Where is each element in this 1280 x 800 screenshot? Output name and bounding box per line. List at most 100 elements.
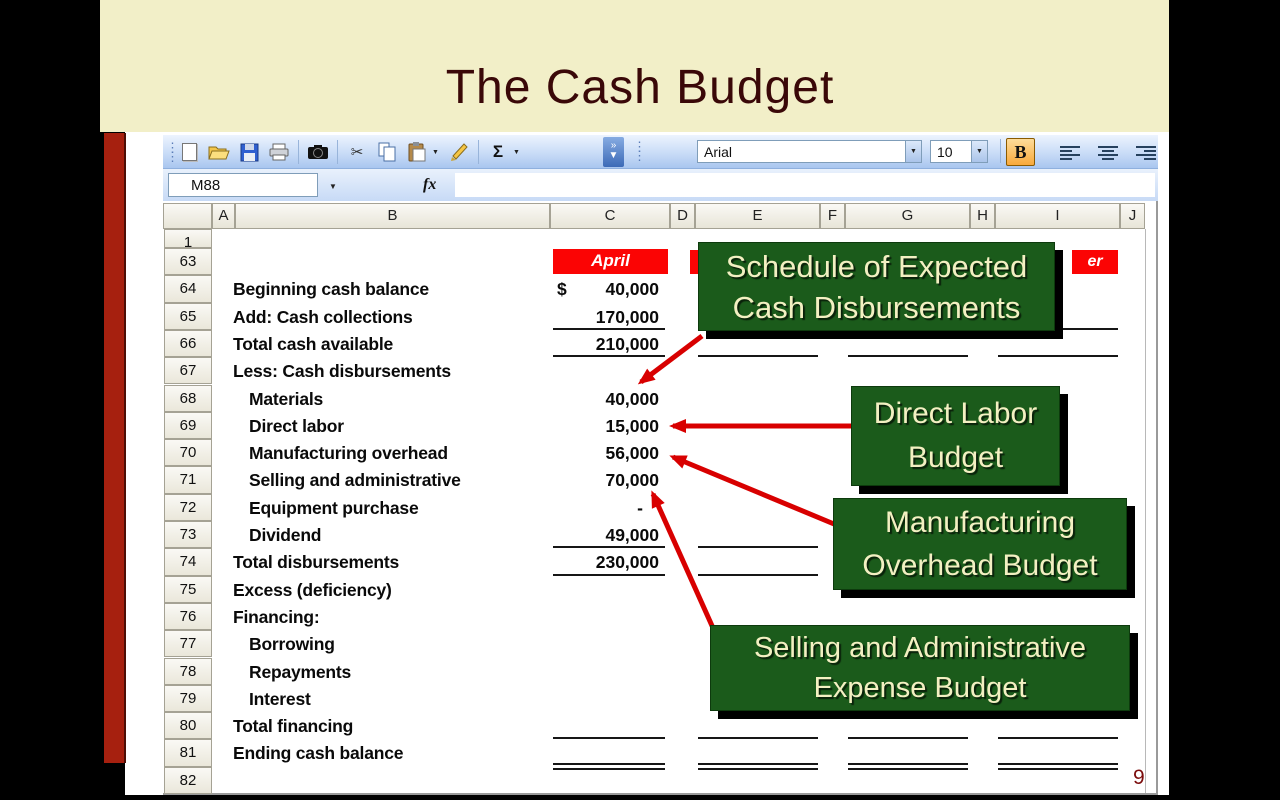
font-dropdown-icon[interactable]: ▼ [905,141,921,162]
cell-underline [998,737,1118,740]
callout-manufacturing-overhead-budget: Manufacturing Overhead Budget [833,498,1127,590]
size-dropdown-icon[interactable]: ▼ [971,141,987,162]
callout-schedule-of-expected-cash-disbursements: Schedule of Expected Cash Disbursements [698,242,1055,331]
row-header-65[interactable]: 65 [164,302,212,330]
name-box-dropdown-icon[interactable]: ▼ [329,182,337,191]
slide-page-number: 9 [1133,766,1145,789]
align-right-icon [1136,145,1156,160]
column-header-G[interactable]: G [845,203,970,229]
cell-underline [698,737,818,740]
row-header-63[interactable]: 63 [164,248,212,276]
align-left-icon [1060,145,1080,160]
align-center-icon [1098,145,1118,160]
column-header-I[interactable]: I [995,203,1120,229]
row-header-76[interactable]: 76 [164,602,212,631]
cell-underline [698,546,818,549]
cell-underline [553,327,665,330]
row-header-80[interactable]: 80 [164,712,212,740]
cell-label-67: Less: Cash disbursements [233,361,451,382]
callout-text: Budget [907,441,1004,474]
cell-value-66: 210,000 [595,333,659,354]
callout-text: Selling and Administrative [753,632,1087,664]
cell-underline [698,573,818,576]
toolbar-options-button[interactable]: » ▼ [603,137,624,167]
row-header-73[interactable]: 73 [164,521,212,549]
page-title: The Cash Budget [445,61,835,114]
cell-underline [848,762,968,765]
callout-text: Manufacturing [884,506,1076,539]
row-header-1[interactable]: 1 [164,229,212,248]
cell-value-74: 230,000 [595,552,659,573]
row-header-68[interactable]: 68 [164,384,212,412]
row-header-81[interactable]: 81 [164,739,212,767]
row-header-67[interactable]: 67 [164,357,212,385]
camera-icon[interactable] [305,140,331,164]
font-name-combo[interactable]: Arial ▼ [697,140,922,163]
formula-input[interactable] [455,173,1155,197]
column-header-D[interactable]: D [670,203,695,229]
callout-selling-admin-expense-budget: Selling and Administrative Expense Budge… [710,625,1130,711]
align-center-button[interactable] [1091,140,1125,165]
insert-function-icon[interactable]: fx [423,176,437,193]
autosum-icon[interactable]: Σ [492,142,504,161]
font-size-combo[interactable]: 10 ▼ [930,140,988,163]
row-header-66[interactable]: 66 [164,329,212,358]
align-left-button[interactable] [1053,140,1087,165]
cell-label-64: Beginning cash balance [233,279,429,300]
copy-icon[interactable] [374,140,400,164]
cell-value-71: 70,000 [605,470,659,491]
save-icon[interactable] [236,140,262,164]
column-header-A[interactable]: A [212,203,235,229]
cell-underline [848,355,968,358]
row-header-78[interactable]: 78 [164,657,212,685]
bold-button[interactable]: B [1006,138,1035,166]
row-header-79[interactable]: 79 [164,684,212,713]
cell-label-71: Selling and administrative [249,470,461,491]
row-header-70[interactable]: 70 [164,439,212,467]
cell-value-68: 40,000 [605,388,659,409]
format-painter-icon[interactable] [446,140,472,164]
paste-dropdown-icon[interactable]: ▼ [432,148,439,156]
column-header-F[interactable]: F [820,203,845,229]
accent-bar [104,133,126,763]
row-header-71[interactable]: 71 [164,466,212,494]
new-document-icon[interactable] [176,140,202,164]
cell-underline [698,355,818,358]
column-header-C[interactable]: C [550,203,670,229]
row-header-77[interactable]: 77 [164,630,212,658]
column-header-partial-sliver [690,250,698,274]
row-header-69[interactable]: 69 [164,411,212,440]
cell-underline [698,762,818,765]
print-icon[interactable] [266,140,292,164]
open-folder-icon[interactable] [206,140,232,164]
row-header-64[interactable]: 64 [164,275,212,303]
drag-handle-icon[interactable]: ⋮ ⋮ [633,139,646,163]
cell-dollar-sign-64: $ [557,279,567,300]
cell-label-70: Manufacturing overhead [249,443,448,464]
cell-underline [553,737,665,740]
select-all-corner[interactable] [163,203,212,229]
cut-icon[interactable]: ✂ [350,144,364,161]
cell-underline [553,573,665,576]
column-header-B[interactable]: B [235,203,550,229]
cell-label-72: Equipment purchase [249,497,419,518]
row-header-82[interactable]: 82 [164,766,212,794]
cell-label-79: Interest [249,688,311,709]
row-header-72[interactable]: 72 [164,493,212,521]
cell-label-73: Dividend [249,525,322,545]
paste-icon[interactable] [404,140,430,164]
drag-handle-icon[interactable]: ⋮ ⋮ [166,140,179,164]
cell-label-77: Borrowing [249,634,335,655]
name-box[interactable]: M88 [168,173,318,197]
row-header-75[interactable]: 75 [164,575,212,603]
callout-text: Direct Labor [873,397,1038,430]
align-right-button[interactable] [1129,140,1163,165]
callout-text: Schedule of Expected [725,249,1028,284]
cell-underline [998,767,1118,770]
row-header-74[interactable]: 74 [164,548,212,576]
column-header-E[interactable]: E [695,203,820,229]
column-header-H[interactable]: H [970,203,995,229]
autosum-dropdown-icon[interactable]: ▼ [513,148,520,156]
column-header-J[interactable]: J [1120,203,1145,229]
